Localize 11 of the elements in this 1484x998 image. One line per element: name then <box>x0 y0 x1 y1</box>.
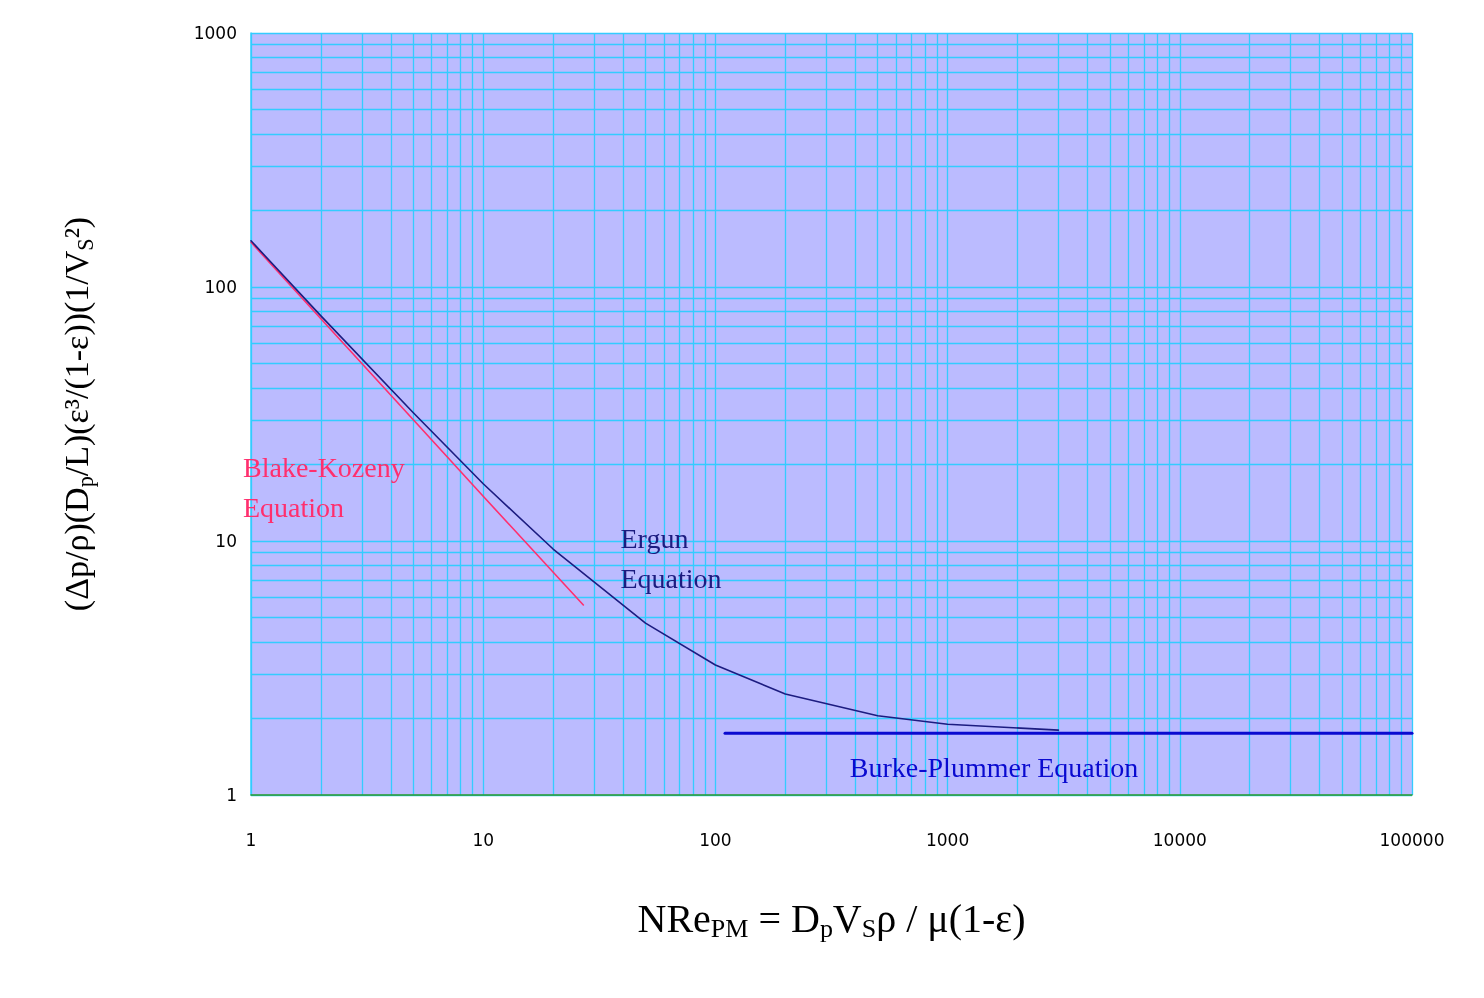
x-tick-label: 100000 <box>1379 829 1445 850</box>
x-tick-label: 10 <box>472 829 495 850</box>
y-tick-label: 100 <box>204 277 237 297</box>
y-tick-label: 1 <box>226 785 237 805</box>
x-tick-label: 1 <box>245 829 257 850</box>
y-axis-title: (Δp/ρ)(Dp/L)(ε³/(1-ε))(1/VS²) <box>58 216 98 612</box>
x-tick-label: 100 <box>699 829 732 850</box>
y-tick-label: 1000 <box>193 23 237 43</box>
x-tick-label: 10000 <box>1152 829 1207 850</box>
y-tick-label: 10 <box>215 531 237 551</box>
x-tick-label: 1000 <box>925 829 970 850</box>
